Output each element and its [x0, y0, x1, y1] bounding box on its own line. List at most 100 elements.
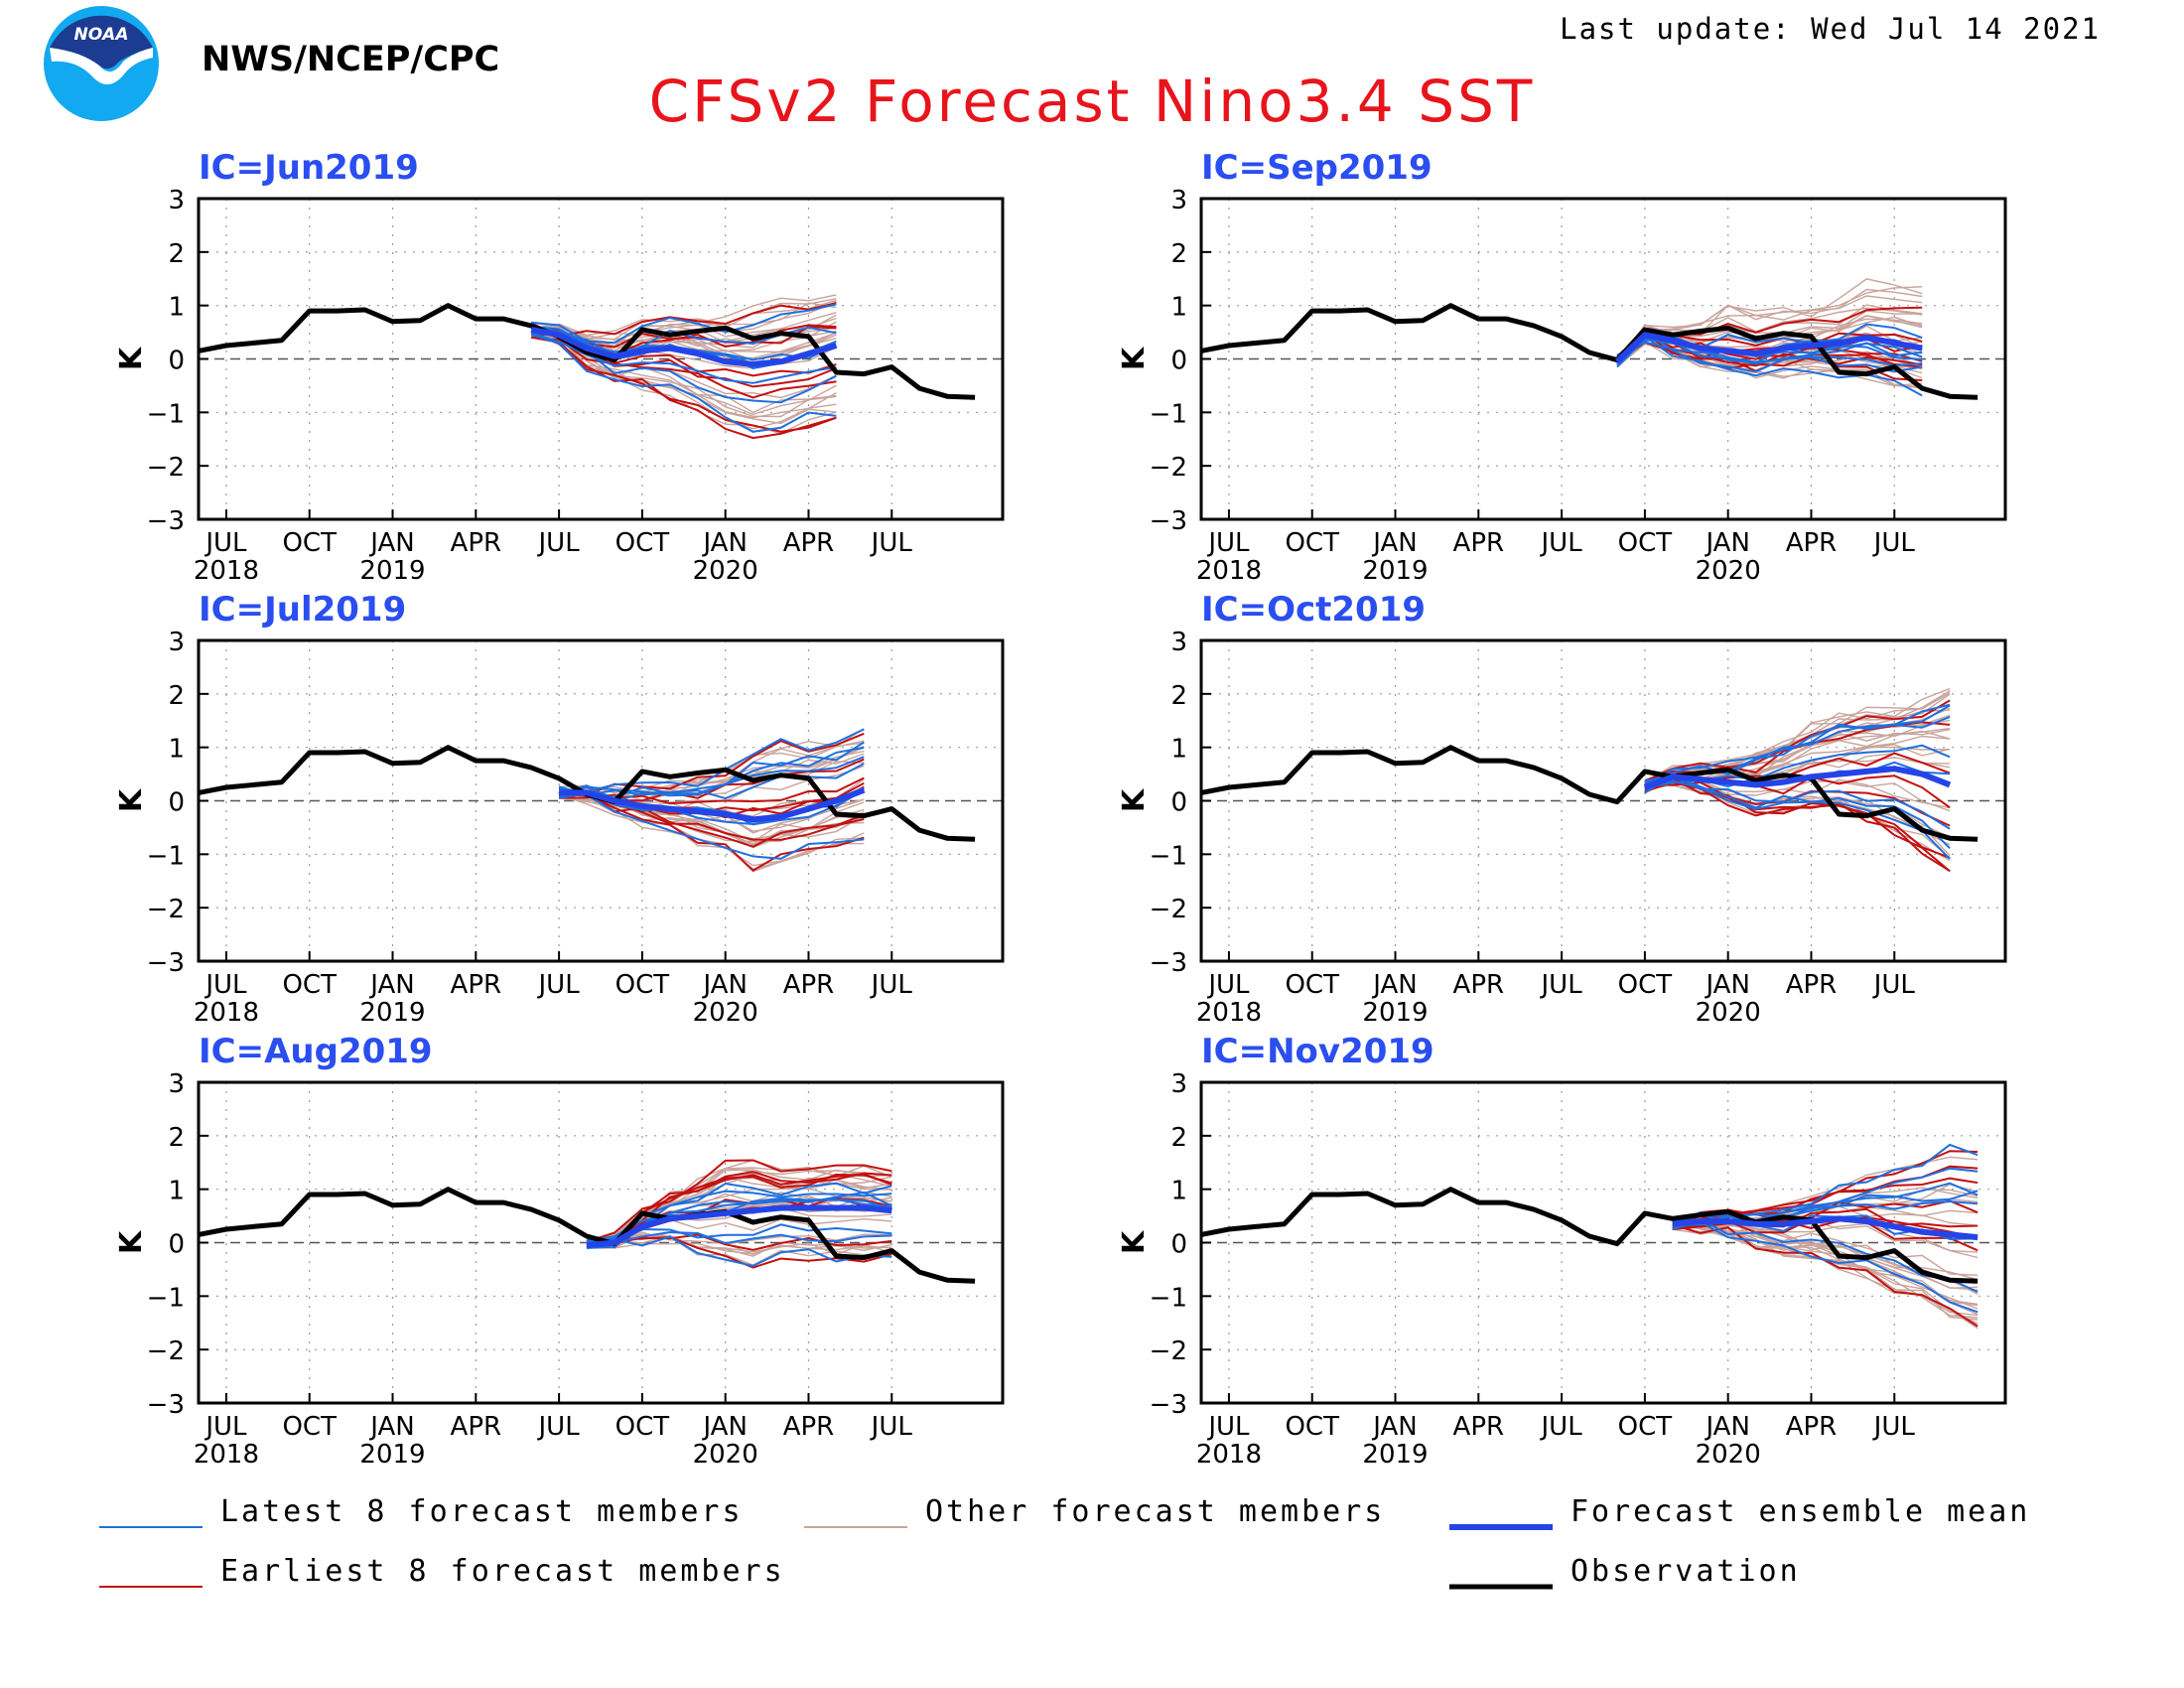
panel-4-ylabel: K	[1117, 346, 1152, 370]
panel-3-ytick-label-4: −1	[147, 1283, 185, 1313]
panel-1-xtick-label-0: JUL	[204, 528, 247, 558]
panel-6-ytick-label-5: −2	[1150, 1336, 1187, 1366]
panel-1-ytick-label-1: 2	[168, 239, 185, 269]
panel-2-ytick-label-4: −1	[147, 841, 185, 871]
panel-4-xtick-label-5: OCT	[1618, 528, 1673, 558]
legend-label-mean: Forecast ensemble mean	[1570, 1494, 2030, 1529]
panel-5-ylabel: K	[1117, 787, 1152, 812]
panel-6-ytick-label-4: −1	[1150, 1283, 1187, 1313]
panel-2-ensemble-mean-line	[559, 786, 866, 823]
panel-2-xtick-label-5: OCT	[615, 970, 670, 1000]
panel-4-ytick-label-3: 0	[1170, 347, 1187, 376]
panel-3-other-member-22	[586, 1234, 892, 1256]
legend-label-earliest: Earliest 8 forecast members	[220, 1554, 785, 1589]
panel-1-xtick-label-1: OCT	[282, 528, 337, 558]
panel-4-latest-member-2	[1616, 335, 1923, 397]
panel-2-latest-member-3	[558, 728, 865, 793]
panel-3-xtick-label-4: JUL	[537, 1412, 581, 1442]
panel-3-ytick-label-2: 1	[168, 1177, 185, 1206]
panel-4-xtick-label-3: APR	[1453, 528, 1505, 558]
panel-4-xtick-label-7: APR	[1786, 528, 1838, 558]
panel-3-ic-title: IC=Aug2019	[199, 1032, 433, 1071]
panel-1-ytick-label-5: −2	[147, 453, 185, 483]
panel-1-latest-member-1	[530, 334, 837, 433]
panel-3-ytick-label-5: −2	[147, 1336, 185, 1366]
panel-2-ylabel: K	[114, 787, 149, 812]
panel-2-ytick-label-0: 3	[168, 628, 185, 657]
panel-4-xtick-label-4: JUL	[1540, 528, 1583, 558]
panel-3-xtick-label-0: JUL	[204, 1412, 247, 1442]
panel-3-other-member-19	[586, 1217, 892, 1248]
panel-2-ytick-label-6: −3	[147, 948, 185, 978]
panel-3-xtick-label-5: OCT	[615, 1412, 670, 1442]
panel-6-xyear-label-2: 2019	[1362, 1440, 1428, 1470]
panel-6-xtick-label-7: APR	[1786, 1412, 1838, 1442]
panel-2-xtick-label-8: JUL	[870, 970, 913, 1000]
panel-3-xtick-label-6: JAN	[701, 1412, 747, 1442]
panel-1-ic-title: IC=Jun2019	[199, 148, 419, 188]
panel-6-xtick-label-3: APR	[1453, 1412, 1505, 1442]
panel-1-xyear-label-6: 2020	[693, 556, 758, 586]
panel-1-xtick-label-4: JUL	[537, 528, 581, 558]
panel-6-xtick-label-6: JAN	[1704, 1412, 1749, 1442]
panel-3-xtick-label-1: OCT	[282, 1412, 337, 1442]
panel-5-frame	[1199, 638, 2007, 963]
panel-5-ytick-label-1: 2	[1170, 681, 1187, 711]
panel-5-observation-line	[1200, 745, 1979, 842]
panel-3-observation-line	[198, 1187, 976, 1284]
panel-6-ylabel: K	[1117, 1229, 1152, 1254]
panel-1-ytick-label-2: 1	[168, 293, 185, 323]
panel-6-ytick-label-2: 1	[1170, 1177, 1187, 1206]
panel-5-ytick-label-5: −2	[1150, 895, 1187, 924]
panel-3-ytick-label-1: 2	[168, 1123, 185, 1153]
panel-5-other-member-19	[1644, 689, 1951, 782]
panel-2-xtick-label-3: APR	[451, 970, 502, 1000]
panel-5-ytick-label-6: −3	[1150, 948, 1187, 978]
panel-2-xtick-label-2: JAN	[368, 970, 414, 1000]
panel-1-xyear-label-2: 2019	[359, 556, 425, 586]
panel-3-ytick-label-6: −3	[147, 1390, 185, 1420]
noaa-logo: NOAA	[44, 6, 159, 121]
panel-1-ensemble-mean-line	[530, 326, 838, 367]
panel-2-ytick-label-1: 2	[168, 681, 185, 711]
panel-6-ytick-label-6: −3	[1150, 1390, 1187, 1420]
panel-2-other-member-20	[558, 788, 865, 870]
panel-5-xyear-label-2: 2019	[1362, 998, 1428, 1028]
panel-6-other-member-23	[1672, 1217, 1979, 1281]
panel-1-frame	[197, 197, 1005, 521]
panel-1-xtick-label-2: JAN	[368, 528, 414, 558]
panel-6-observation-line	[1200, 1187, 1979, 1284]
panel-6-latest-member-8	[1672, 1190, 1979, 1230]
panel-6-frame	[1199, 1080, 2007, 1405]
panel-6-ytick-label-0: 3	[1170, 1069, 1187, 1099]
panel-4-xyear-label-6: 2020	[1696, 556, 1761, 586]
panel-6-xtick-label-1: OCT	[1285, 1412, 1339, 1442]
panel-4-xtick-label-1: OCT	[1285, 528, 1339, 558]
chart-title: CFSv2 Forecast Nino3.4 SST	[648, 68, 1536, 135]
panel-4-xyear-label-0: 2018	[1196, 556, 1262, 586]
panel-1-xtick-label-8: JUL	[870, 528, 913, 558]
panel-3-latest-member-7	[586, 1235, 892, 1267]
panel-3-other-member-13	[587, 1231, 892, 1256]
panel-6-xtick-label-4: JUL	[1540, 1412, 1583, 1442]
panel-4-xyear-label-2: 2019	[1362, 556, 1428, 586]
panel-5-xtick-label-8: JUL	[1872, 970, 1916, 1000]
panel-6-ytick-label-3: 0	[1170, 1230, 1187, 1260]
panel-3-ytick-label-3: 0	[168, 1230, 185, 1260]
panel-5-xtick-label-1: OCT	[1285, 970, 1339, 1000]
panel-5-ytick-label-4: −1	[1150, 841, 1187, 871]
panel-6-xyear-label-0: 2018	[1196, 1440, 1262, 1470]
panel-5-xtick-label-0: JUL	[1206, 970, 1250, 1000]
panel-5-ytick-label-2: 1	[1170, 735, 1187, 765]
panel-4-ytick-label-0: 3	[1170, 186, 1187, 215]
panel-4-other-member-13	[1616, 295, 1923, 366]
panel-2-xyear-label-6: 2020	[693, 998, 758, 1028]
panel-4-ytick-label-4: −1	[1150, 399, 1187, 429]
panel-3-xyear-label-2: 2019	[359, 1440, 425, 1470]
panel-4-observation-line	[1200, 303, 1979, 400]
panel-3-latest-member-4	[586, 1230, 892, 1249]
panel-6-xtick-label-8: JUL	[1872, 1412, 1916, 1442]
panel-5-xtick-label-5: OCT	[1618, 970, 1673, 1000]
panel-1-other-member-5	[531, 312, 837, 342]
